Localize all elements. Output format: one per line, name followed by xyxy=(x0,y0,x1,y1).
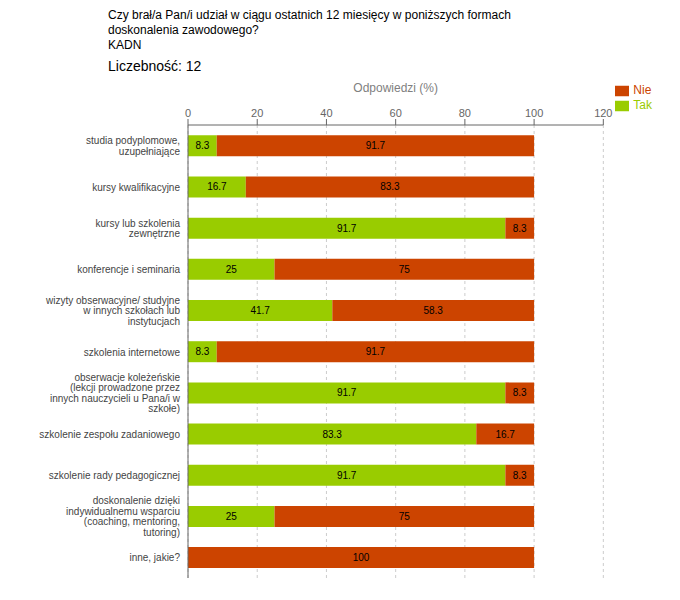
svg-text:szkolenie zespołu zadaniowego: szkolenie zespołu zadaniowego xyxy=(39,428,180,439)
svg-text:konferencje i seminaria: konferencje i seminaria xyxy=(77,264,180,275)
svg-text:szkolenie rady pedagogicznej: szkolenie rady pedagogicznej xyxy=(49,470,180,481)
svg-text:16.7: 16.7 xyxy=(207,181,227,192)
html-text:doskonalenia zawodowego?: doskonalenia zawodowego? xyxy=(108,23,259,37)
svg-text:8.3: 8.3 xyxy=(513,223,527,234)
html-text:KADN: KADN xyxy=(108,38,142,52)
svg-text:0: 0 xyxy=(185,107,191,119)
svg-text:8.3: 8.3 xyxy=(513,470,527,481)
svg-text:91.7: 91.7 xyxy=(337,387,357,398)
svg-text:91.7: 91.7 xyxy=(366,346,386,357)
svg-text:szkolenia internetowe: szkolenia internetowe xyxy=(84,346,181,357)
svg-text:91.7: 91.7 xyxy=(366,140,386,151)
svg-text:58.3: 58.3 xyxy=(423,305,443,316)
svg-text:100: 100 xyxy=(353,552,370,563)
html-text:Nie: Nie xyxy=(633,83,652,97)
svg-text:8.3: 8.3 xyxy=(513,387,527,398)
svg-text:75: 75 xyxy=(399,264,411,275)
svg-text:kursy lub szkoleniazewnętrzne: kursy lub szkoleniazewnętrzne xyxy=(96,217,181,239)
svg-text:91.7: 91.7 xyxy=(337,470,357,481)
svg-text:83.3: 83.3 xyxy=(322,429,342,440)
svg-text:60: 60 xyxy=(390,107,402,119)
svg-text:20: 20 xyxy=(251,107,263,119)
svg-text:100: 100 xyxy=(525,107,543,119)
svg-text:inne, jakie?: inne, jakie? xyxy=(129,552,180,563)
svg-text:8.3: 8.3 xyxy=(195,346,209,357)
svg-text:40: 40 xyxy=(320,107,332,119)
svg-text:8.3: 8.3 xyxy=(195,140,209,151)
svg-text:studia podyplomowe,uzupełniają: studia podyplomowe,uzupełniające xyxy=(86,135,180,157)
svg-text:91.7: 91.7 xyxy=(337,223,357,234)
svg-text:wizyty obserwacyjne/ studyjnew: wizyty obserwacyjne/ studyjnew innych sz… xyxy=(45,294,180,326)
html-text:Czy brał/a Pan/i udział w ciąg: Czy brał/a Pan/i udział w ciągu ostatnic… xyxy=(108,8,511,22)
html-text:Tak: Tak xyxy=(633,97,652,112)
svg-text:25: 25 xyxy=(226,264,238,275)
html-text:Liczebność: 12: Liczebność: 12 xyxy=(108,58,202,74)
svg-text:120: 120 xyxy=(594,107,612,119)
svg-text:75: 75 xyxy=(399,511,411,522)
svg-text:25: 25 xyxy=(226,511,238,522)
svg-text:kursy kwalifikacyjne: kursy kwalifikacyjne xyxy=(92,181,180,192)
svg-text:doskonalenie dziękiindywidualn: doskonalenie dziękiindywidualnemu wsparc… xyxy=(66,495,180,538)
svg-text:80: 80 xyxy=(459,107,471,119)
svg-text:41.7: 41.7 xyxy=(250,305,270,316)
svg-text:83.3: 83.3 xyxy=(380,181,400,192)
svg-text:16.7: 16.7 xyxy=(495,429,515,440)
svg-text:Odpowiedzi (%): Odpowiedzi (%) xyxy=(353,81,438,95)
svg-text:obserwacje koleżeńskie(lekcji: obserwacje koleżeńskie(lekcji prowadzone… xyxy=(50,371,181,414)
